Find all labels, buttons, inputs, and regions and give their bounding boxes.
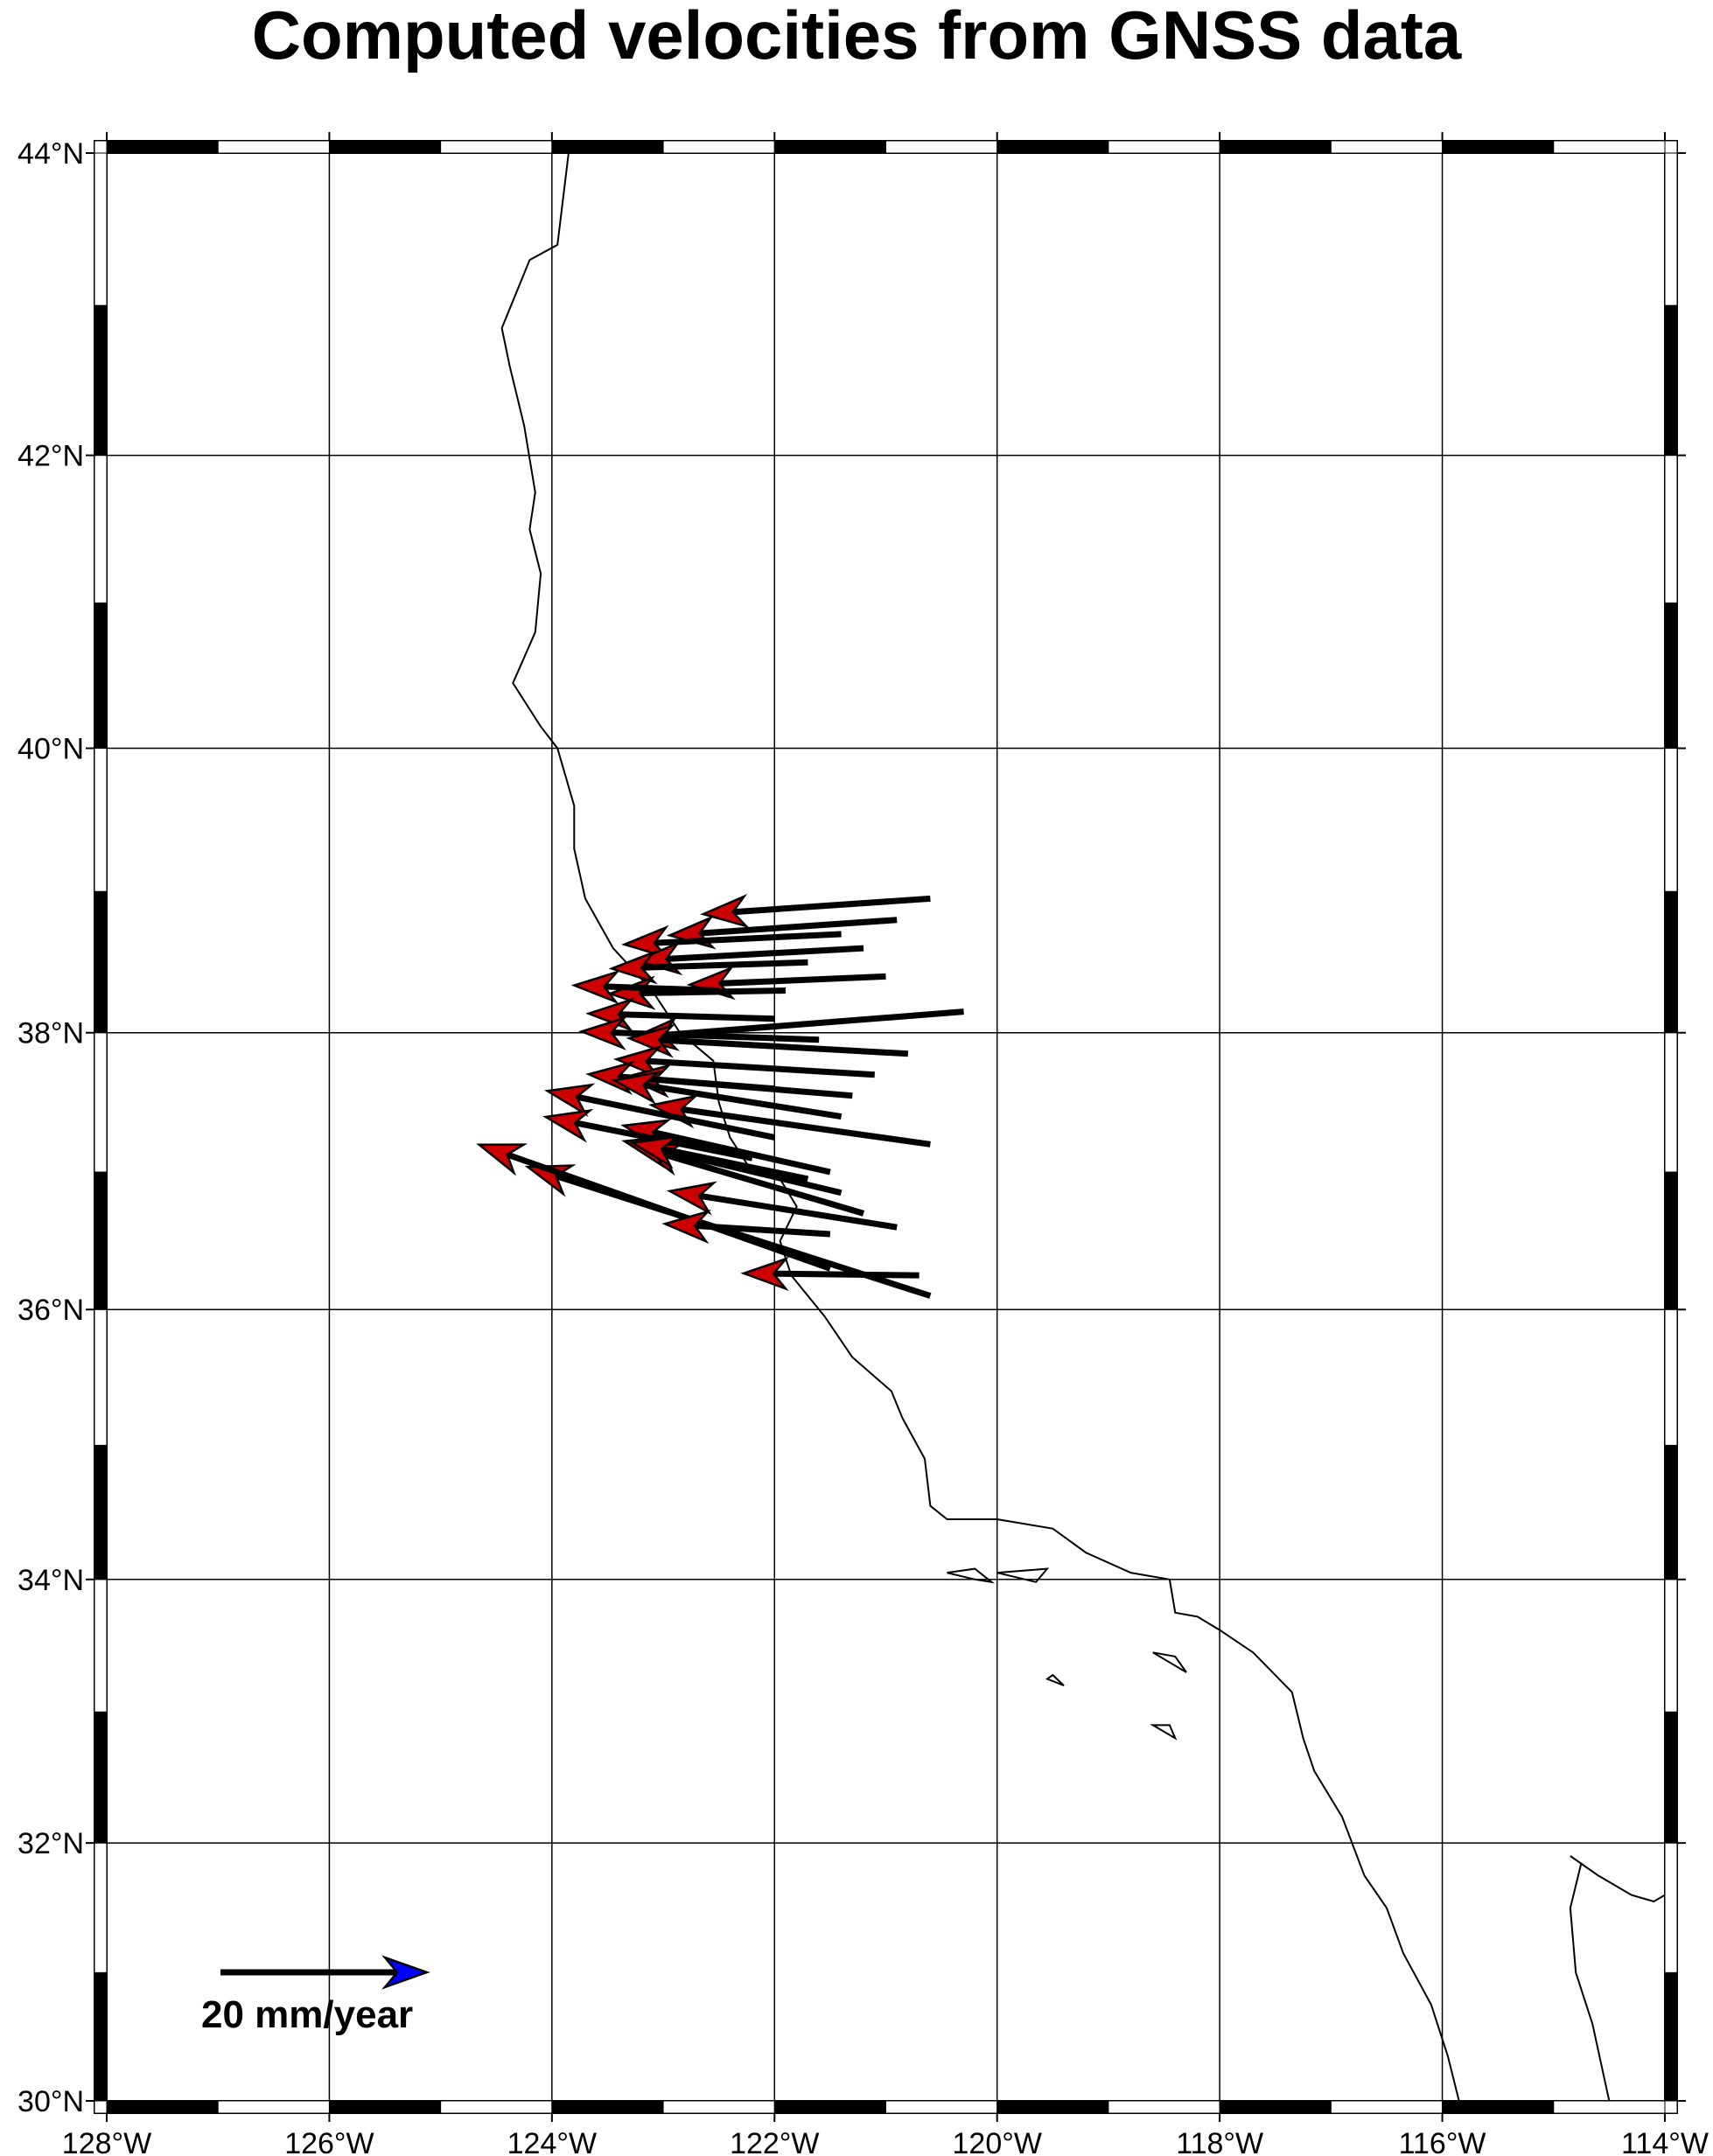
island-4 [1150, 1724, 1178, 1741]
velocity-vector-0 [700, 893, 931, 929]
lon-tick-label: 126°W [284, 2127, 374, 2156]
lon-tick-label: 122°W [730, 2127, 819, 2156]
map-frame [86, 132, 1686, 2122]
island-2 [1152, 1651, 1187, 1673]
velocity-vector-8 [570, 969, 719, 1005]
lon-tick-label: 114°W [1621, 2127, 1709, 2156]
coastline-gulf-west [1569, 1862, 1611, 2101]
lat-tick-label: 44°N [17, 137, 84, 171]
tick-labels: 128°W 126°W 124°W 122°W 120°W 118°W 116°W 114°W… [17, 137, 1709, 2156]
velocity-vectors [476, 893, 964, 1299]
lon-tick-label: 124°W [507, 2127, 597, 2156]
island-0 [947, 1567, 995, 1584]
coastline [500, 153, 1665, 2101]
lat-tick-label: 34°N [17, 1564, 84, 1597]
lat-tick-label: 32°N [17, 1827, 84, 1860]
island-1 [996, 1567, 1050, 1583]
lat-tick-label: 38°N [17, 1017, 84, 1050]
lon-tick-label: 120°W [953, 2127, 1042, 2156]
lat-tick-label: 36°N [17, 1294, 84, 1327]
coastline-gulf-east [1570, 1855, 1665, 1903]
velocity-vector-4 [608, 950, 808, 985]
lat-tick-label: 40°N [17, 733, 84, 766]
legend-arrow-shape [220, 1955, 430, 1990]
velocity-vector-22 [476, 1143, 832, 1272]
velocity-vector-12 [613, 1044, 875, 1079]
lon-tick-label: 128°W [62, 2127, 151, 2156]
island-3 [1045, 1673, 1065, 1687]
lat-tick-label: 42°N [17, 440, 84, 473]
velocity-vector-27 [661, 1209, 831, 1245]
velocity-vector-26 [629, 1134, 809, 1183]
map-title: Computed velocities from GNSS data [251, 0, 1462, 73]
lon-tick-label: 118°W [1176, 2127, 1263, 2156]
lon-tick-label: 116°W [1399, 2127, 1486, 2156]
legend-scale-arrow [220, 1955, 430, 1990]
gridlines [106, 152, 1666, 2102]
velocity-vector-16 [611, 1070, 843, 1120]
velocity-legend: 20 mm/year [201, 1955, 430, 2036]
velocity-vector-23 [740, 1256, 919, 1292]
velocity-vector-20 [666, 1181, 898, 1231]
lat-tick-label: 30°N [17, 2085, 84, 2118]
velocity-vector-24 [544, 1083, 775, 1141]
legend-label: 20 mm/year [201, 1993, 413, 2036]
